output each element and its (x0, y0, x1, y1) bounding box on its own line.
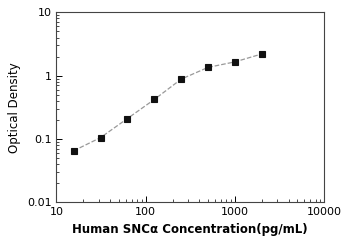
X-axis label: Human SNCα Concentration(pg/mL): Human SNCα Concentration(pg/mL) (72, 223, 308, 236)
Y-axis label: Optical Density: Optical Density (8, 62, 21, 153)
